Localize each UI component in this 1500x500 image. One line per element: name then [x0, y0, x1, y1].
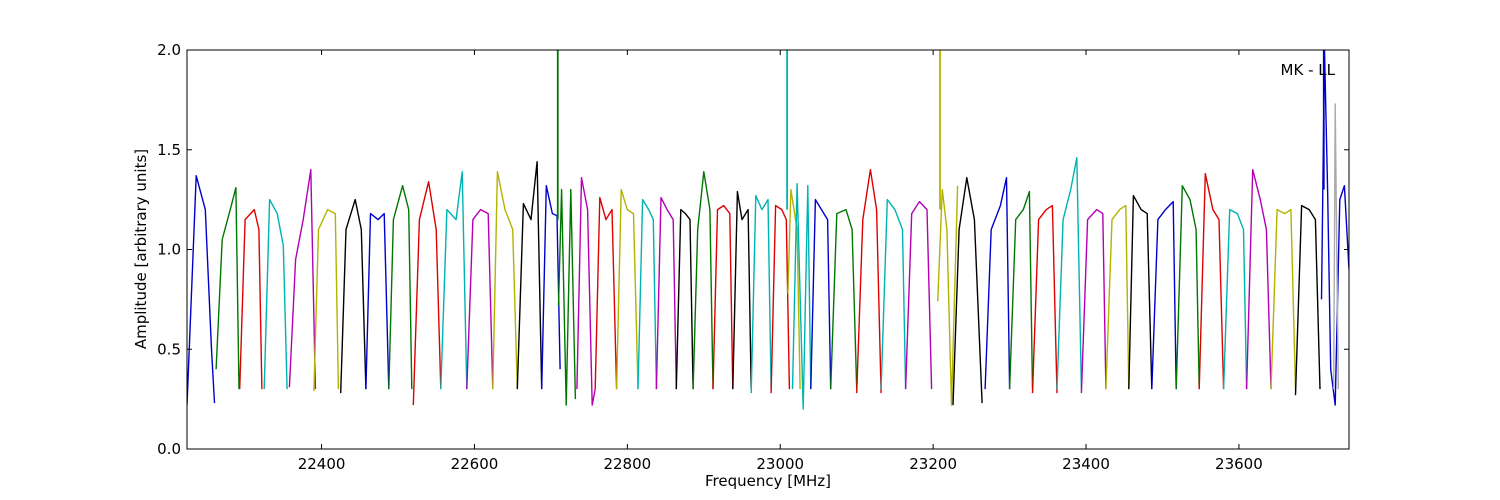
series-line: [492, 170, 518, 390]
series-line: [541, 184, 561, 390]
series-line: [732, 190, 752, 390]
series-line: [750, 194, 772, 394]
series-line: [880, 198, 907, 390]
ticks-layer: 22400 22600 22800 23000 23200 23400 23600 0.0 0.…: [157, 41, 1349, 473]
y-tick-label: 1.0: [157, 241, 181, 259]
series-line: [1198, 172, 1225, 390]
series-line: [655, 196, 677, 390]
series-line: [1080, 208, 1107, 394]
series-line: [615, 188, 639, 390]
series-line: [1105, 204, 1130, 390]
series-line: [557, 188, 577, 406]
x-tick-label: 22600: [451, 455, 499, 473]
y-tick-label: 2.0: [157, 41, 181, 59]
series-line: [1056, 156, 1083, 390]
plot-annotation: MK - LL: [1281, 61, 1336, 79]
series-line: [576, 176, 596, 406]
plot-background: [187, 50, 1349, 449]
series-line: [637, 198, 658, 390]
series-line: [1175, 184, 1200, 390]
y-axis-label: Amplitude [arbitrary units]: [132, 149, 150, 349]
y-tick-label: 0.0: [157, 440, 181, 458]
x-tick-label: 22800: [603, 455, 651, 473]
x-tick-label: 23200: [909, 455, 957, 473]
series-line: [952, 176, 983, 406]
series-line: [984, 176, 1011, 390]
x-tick-label: 23400: [1062, 455, 1110, 473]
series-line: [1128, 194, 1153, 390]
series-line: [937, 185, 959, 406]
series-line: [1320, 50, 1349, 406]
series-line: [810, 198, 832, 390]
series-line: [239, 208, 263, 390]
series-line: [1270, 208, 1297, 390]
series-line: [594, 196, 618, 390]
series-line: [1294, 204, 1321, 396]
series-line: [712, 204, 734, 390]
series-line: [187, 174, 216, 406]
x-tick-label: 23000: [756, 455, 804, 473]
series-line: [263, 198, 288, 390]
series-line: [440, 170, 468, 390]
series-line: [787, 188, 801, 390]
series-line: [1008, 190, 1034, 390]
series-line: [1332, 103, 1340, 390]
series-line: [1151, 200, 1177, 390]
x-tick-label: 23600: [1215, 455, 1263, 473]
series-line: [1031, 204, 1058, 394]
x-tick-label: 22400: [298, 455, 346, 473]
series-line: [516, 160, 543, 390]
series-line: [692, 170, 714, 390]
series-line: [856, 168, 882, 394]
series-line: [904, 200, 933, 390]
series-line: [466, 208, 494, 390]
x-axis-label: Frequency [MHz]: [705, 472, 831, 490]
series-line: [412, 180, 442, 406]
series-line: [313, 208, 340, 392]
series-line: [1245, 168, 1272, 390]
series-line: [1222, 208, 1248, 390]
y-tick-label: 0.5: [157, 340, 181, 358]
series-line: [791, 182, 812, 410]
series-layer: [187, 50, 1349, 410]
series-line: [388, 184, 413, 390]
series-line: [365, 212, 390, 390]
y-tick-label: 1.5: [157, 141, 181, 159]
series-line: [340, 198, 367, 394]
series-line: [770, 204, 791, 394]
series-line: [675, 208, 694, 390]
series-line: [288, 168, 317, 390]
series-line: [215, 186, 240, 390]
series-line: [830, 208, 858, 390]
